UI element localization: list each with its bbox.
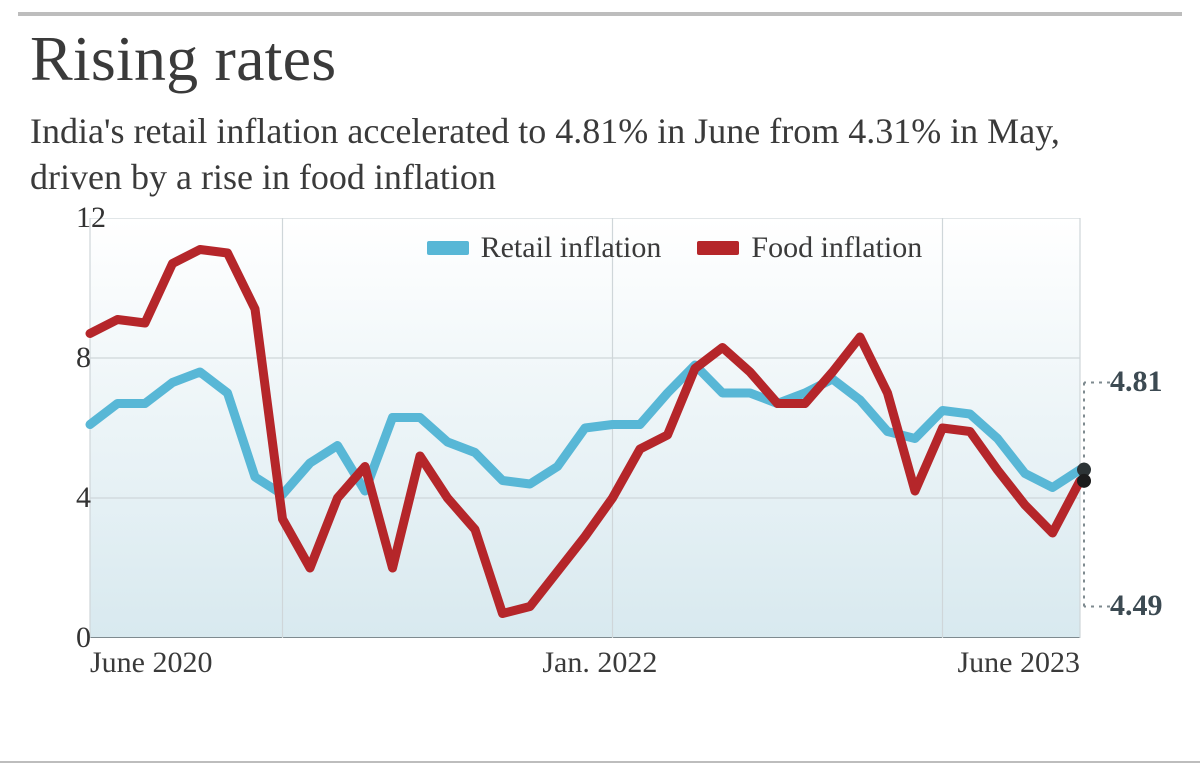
legend-swatch [697, 241, 739, 255]
end-value-label: 4.81 [1110, 365, 1163, 399]
x-axis: June 2020 Jan. 2022 June 2023 [30, 646, 1200, 690]
x-tick-label: June 2020 [90, 646, 213, 680]
legend-item: Retail inflation [427, 231, 662, 265]
y-tick-label: 4 [76, 481, 84, 515]
top-rule [18, 12, 1182, 16]
x-tick-label: Jan. 2022 [542, 646, 657, 680]
bottom-rule [0, 761, 1200, 763]
legend-item: Food inflation [697, 231, 922, 265]
chart-title: Rising rates [30, 22, 1182, 96]
legend-label: Food inflation [751, 231, 922, 265]
chart-svg [30, 218, 1200, 638]
y-tick-label: 8 [76, 341, 84, 375]
x-tick-label: June 2023 [958, 646, 1081, 680]
chart-area: 04812Retail inflationFood inflation4.814… [30, 218, 1200, 638]
legend-swatch [427, 241, 469, 255]
legend-label: Retail inflation [481, 231, 662, 265]
chart-card: Rising rates India's retail inflation ac… [0, 0, 1200, 767]
y-tick-label: 12 [76, 201, 84, 235]
legend: Retail inflation Food inflation [427, 231, 923, 265]
end-value-label: 4.49 [1110, 589, 1163, 623]
chart-subtitle: India's retail inflation accelerated to … [30, 108, 1122, 200]
